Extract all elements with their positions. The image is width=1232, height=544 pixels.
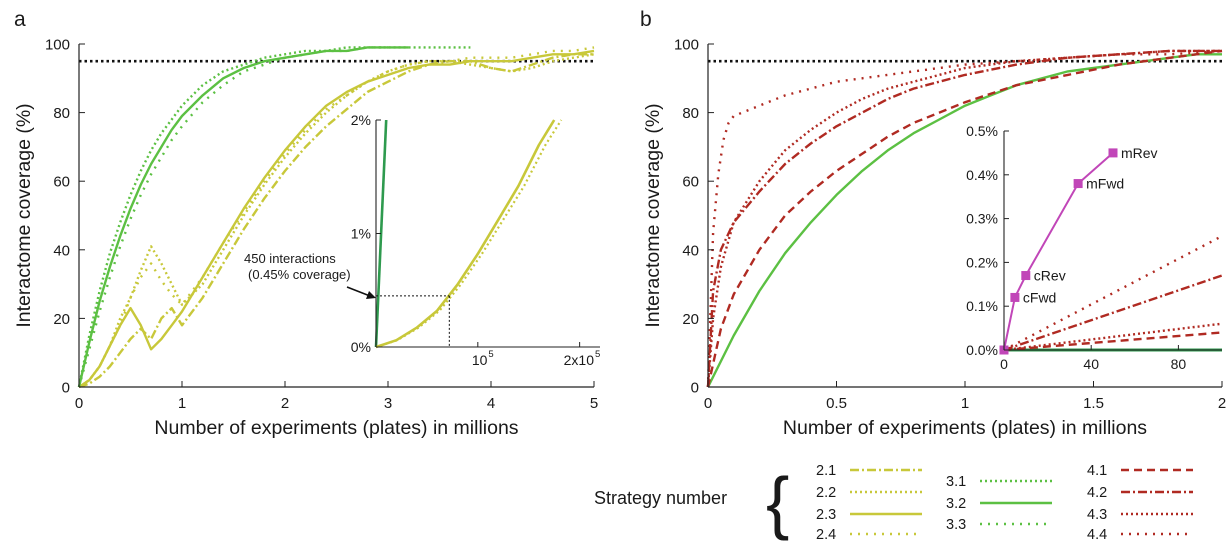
legend-item-label: 4.4 (1087, 527, 1107, 543)
panel-b-inset-point-marker (1010, 292, 1020, 302)
legend-item-label: 3.1 (946, 474, 966, 490)
panel-b-inset-series-4-4 (1003, 235, 1223, 352)
panel-b-inset-x-tick-label: 0 (1000, 356, 1008, 372)
panel-a-inset-x-tick-exponent: 5 (595, 349, 600, 360)
panel-a-inset-y-tick-label: 0% (351, 339, 371, 355)
panel-b-inset-x-tick-label: 80 (1171, 356, 1187, 372)
legend-item-label: 2.1 (816, 463, 836, 479)
panel-b-inset-y-tick-label: 0.0% (966, 342, 998, 358)
panel-a-inset-series-yellow (375, 119, 556, 349)
panel-a-inset-series-green (374, 119, 388, 348)
panel-b-x-tick-label: 1.5 (1083, 395, 1104, 412)
panel-b-series-4-4 (706, 49, 1223, 388)
panel-b-series-4-1 (706, 49, 1223, 388)
panel-b-series-3-2 (706, 53, 1222, 388)
panel-a-inset-x-tick-label: 10 (472, 352, 488, 368)
legend-item-label: 2.3 (816, 507, 836, 523)
panel-a-series-2-2 (78, 53, 595, 388)
panel-a-inset-x-tick-label: 2x10 (564, 352, 595, 368)
panel-a-series-3-3 (77, 46, 388, 388)
panel-b-series-4-2 (706, 49, 1222, 388)
panel-a-series-2-3 (78, 49, 595, 388)
panel-b-inset-point-label: cFwd (1023, 289, 1056, 305)
panel-a-inset-series-yellow-dotted (375, 119, 563, 349)
panel-b-x-tick-label: 1 (961, 395, 969, 412)
panel-b-inset-x-tick-label: 40 (1083, 356, 1099, 372)
panel-a-inset-annotation-arrowhead (366, 291, 376, 299)
panel-b-inset-background (948, 126, 1228, 376)
panel-a-inset-x-tick-exponent: 5 (488, 349, 493, 360)
legend-title: Strategy number (594, 488, 727, 508)
legend-brace: { (766, 463, 789, 541)
panel-b-y-tick-label: 40 (682, 242, 699, 259)
panel-a-inset-background (364, 112, 594, 362)
panel-a-x-tick-label: 0 (75, 395, 83, 412)
panel-a-series-2-1 (78, 53, 594, 389)
panel-b-inset-y-tick-label: 0.3% (966, 211, 998, 227)
panel-b-inset-y-tick-label: 0.2% (966, 254, 998, 270)
panel-b-inset-series-4-1 (1003, 331, 1223, 352)
legend-item-label: 2.2 (816, 485, 836, 501)
panel-b-inset-point-label: mRev (1121, 145, 1158, 161)
panel-a-x-tick-label: 4 (487, 395, 495, 412)
panel-a-inset-y-tick-label: 1% (351, 226, 371, 242)
legend-item-label: 4.2 (1087, 485, 1107, 501)
panel-a-series-3-1 (77, 46, 471, 388)
panel-b-letter: b (640, 8, 652, 31)
panel-b-chart: 0 20 40 60 80 100 0 0.5 1 1.5 2 Number of experimen… (642, 37, 1226, 440)
panel-b-inset-point-label: mFwd (1086, 176, 1124, 192)
panel-a-y-axis-label: Interactome coverage (%) (13, 103, 35, 327)
panel-a-x-tick-label: 2 (281, 395, 289, 412)
panel-a-series-2-4 (78, 46, 595, 388)
panel-b-y-tick-label: 0 (691, 380, 699, 397)
panel-a-letter: a (14, 8, 26, 31)
panel-b-x-axis-label: Number of experiments (plates) in millio… (783, 417, 1147, 439)
legend-item-label: 2.4 (816, 527, 836, 543)
panel-b-inset-point-label: cRev (1034, 268, 1066, 284)
panel-b-y-tick-label: 20 (682, 311, 699, 328)
panel-a-y-tick-label: 60 (53, 174, 70, 191)
panel-a-y-tick-label: 40 (53, 242, 70, 259)
panel-a-y-tick-label: 20 (53, 311, 70, 328)
panel-b-inset-series-4-2 (1003, 274, 1223, 352)
legend: Strategy number {2.1 2.2 2.3 2.4 3.1 3.2 3.3 4.1… (594, 463, 1193, 543)
panel-b-inset-point-marker (1021, 271, 1031, 281)
panel-a-x-tick-label: 5 (590, 395, 598, 412)
panel-a-chart: 0 20 40 60 80 100 0 1 2 3 4 5 Number of experiments … (13, 37, 598, 440)
legend-item-label: 3.3 (946, 517, 966, 533)
panel-a-y-tick-label: 100 (45, 37, 70, 54)
panel-a-x-tick-label: 3 (384, 395, 392, 412)
legend-item-label: 3.2 (946, 496, 966, 512)
panel-a-series-3-2 (77, 46, 409, 388)
panel-b-y-tick-label: 60 (682, 174, 699, 191)
panel-b-x-tick-label: 0.5 (826, 395, 847, 412)
panel-a-inset-annotation-line2: (0.45% coverage) (248, 267, 351, 282)
panel-a-y-tick-label: 80 (53, 105, 70, 122)
panel-b-y-tick-label: 80 (682, 105, 699, 122)
panel-b-x-tick-label: 0 (704, 395, 712, 412)
panel-b-inset-series-4-3 (1003, 322, 1223, 352)
panel-a-inset-annotation-arrow-shaft (346, 286, 371, 297)
panel-a-inset-y-tick-label: 2% (351, 112, 371, 128)
legend-item-label: 4.1 (1087, 463, 1107, 479)
panel-b-y-axis-label: Interactome coverage (%) (642, 103, 664, 327)
panel-b-inset-y-tick-label: 0.1% (966, 298, 998, 314)
panel-b-inset-point-marker (1073, 179, 1083, 189)
legend-item-label: 4.3 (1087, 507, 1107, 523)
panel-a-x-tick-label: 1 (178, 395, 186, 412)
panel-b-inset-chart: cFwd cRev mFwd mRev 0.0% 0.1% 0.2% 0.3% 0.4% 0.5%… (948, 123, 1228, 376)
panel-b-inset-y-tick-label: 0.4% (966, 167, 998, 183)
panel-a-y-tick-label: 0 (62, 380, 70, 397)
panel-b-inset-point-marker (1108, 148, 1118, 158)
panel-a-x-axis-label: Number of experiments (plates) in millio… (154, 417, 518, 439)
panel-b-inset-y-tick-label: 0.5% (966, 123, 998, 139)
panel-b-x-tick-label: 2 (1218, 395, 1226, 412)
panel-b-y-tick-label: 100 (674, 37, 699, 54)
panel-a-inset-annotation-line1: 450 interactions (244, 251, 336, 266)
